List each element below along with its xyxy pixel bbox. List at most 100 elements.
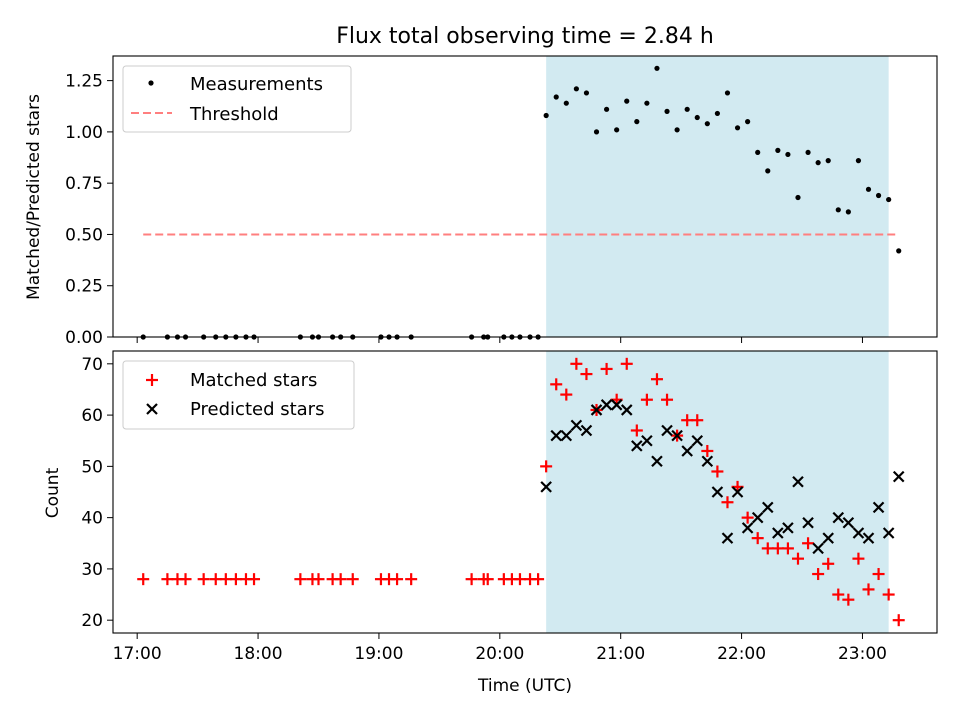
legend-measurements-label: Measurements: [190, 74, 323, 95]
matched-star-point: [179, 573, 192, 586]
predicted-star-point: [882, 527, 895, 539]
matched-star-point: [334, 573, 347, 586]
predicted-star-point: [761, 501, 774, 514]
top-legend-frame: [122, 65, 352, 133]
measurement-point: [654, 65, 660, 71]
matched-star-point: [832, 588, 845, 601]
matched-star-point: [161, 573, 174, 586]
predicted-star-point: [772, 527, 784, 539]
measurement-point: [714, 110, 721, 117]
predicted-star-point: [651, 455, 663, 468]
matched-star-point: [550, 378, 563, 391]
matched-star-point: [681, 414, 694, 427]
bottom-legend-frame: [122, 360, 355, 430]
legend-matched-marker: [146, 374, 158, 386]
x-tick-label: 20:00: [475, 644, 524, 664]
matched-star-point: [751, 532, 764, 545]
predicted-star-point: [892, 470, 905, 483]
y-tick-label: 0.25: [65, 277, 103, 297]
predicted-star-point: [691, 434, 704, 447]
bottom-panel: 20 30 40 50 60 70 17:00 18:00 19:00 20:00 21:00 22…: [43, 350, 938, 696]
measurement-point: [845, 209, 851, 215]
matched-star-point: [560, 388, 573, 401]
predicted-star-point: [631, 440, 643, 452]
measurement-point: [674, 127, 680, 133]
matched-star-point: [312, 573, 325, 586]
measurement-point: [603, 106, 610, 112]
measurement-point: [583, 90, 590, 96]
matched-star-point: [812, 568, 825, 581]
matched-star-point: [872, 568, 885, 581]
matched-star-point: [229, 573, 242, 586]
matched-star-point: [630, 424, 643, 437]
matched-star-point: [781, 542, 794, 555]
measurement-point: [835, 207, 841, 213]
measurement-point: [684, 106, 690, 112]
measurement-point: [865, 186, 872, 192]
predicted-star-point: [641, 434, 653, 447]
legend-matched-label: Matched stars: [190, 370, 317, 391]
predicted-star-point: [600, 399, 613, 411]
predicted-star-point: [792, 475, 804, 488]
measurement-point: [745, 119, 751, 125]
matched-star-point: [640, 393, 653, 406]
measurement-point: [593, 129, 600, 135]
matched-star-point: [701, 444, 714, 457]
measurement-point: [563, 100, 569, 106]
x-tick-label: 17:00: [113, 644, 162, 664]
matched-star-point: [580, 368, 593, 381]
matched-star-point: [540, 460, 553, 473]
matched-star-point: [802, 537, 815, 550]
y-tick-label: 1.00: [65, 123, 103, 143]
x-tick-label: 23:00: [838, 644, 887, 664]
matched-star-point: [197, 573, 210, 586]
bottom-plot-frame: [112, 350, 938, 634]
measurement-point: [573, 86, 579, 92]
predicted-star-point: [711, 486, 724, 498]
measurement-point: [614, 127, 620, 133]
predicted-star-point: [862, 532, 875, 544]
predicted-star-point: [701, 455, 714, 468]
y-tick-label: 0.75: [65, 174, 103, 194]
measurement-point: [785, 151, 791, 158]
matched-star-point: [822, 557, 835, 570]
predicted-star-point: [731, 486, 744, 498]
measurement-point: [724, 90, 731, 96]
measurement-point: [825, 158, 831, 164]
observing-window-shade: [546, 56, 889, 337]
x-tick-label: 19:00: [354, 644, 403, 664]
measurement-point: [795, 194, 801, 201]
predicted-star-point: [560, 429, 573, 442]
matched-star-point: [137, 573, 150, 586]
matched-star-point: [481, 573, 494, 586]
measurement-point: [855, 158, 862, 164]
chart-title: Flux total observing time = 2.84 h: [336, 24, 714, 49]
predicted-star-point: [822, 532, 834, 544]
measurement-point: [805, 149, 811, 156]
predicted-star-point: [671, 429, 683, 442]
matched-star-point: [711, 465, 724, 478]
measurement-point: [634, 119, 640, 125]
matched-star-point: [771, 542, 784, 555]
y-tick-label: 30: [81, 560, 103, 580]
predicted-star-point: [751, 511, 764, 524]
x-axis-label: Time (UTC): [477, 676, 572, 696]
x-tick-label: 21:00: [596, 644, 645, 664]
measurement-point: [694, 114, 700, 121]
measurement-point: [896, 248, 902, 254]
y-tick-label: 70: [81, 355, 103, 375]
x-tick-label: 18:00: [234, 644, 283, 664]
matched-star-point: [405, 573, 418, 586]
measurement-point: [886, 196, 892, 203]
top-y-axis-label: Matched/Predicted stars: [24, 94, 44, 300]
legend-measurements-marker: [148, 80, 154, 86]
measurement-point: [644, 100, 650, 106]
matched-star-point: [219, 573, 232, 586]
matched-star-point: [465, 573, 478, 586]
matched-star-point: [391, 573, 404, 586]
legend-predicted-marker: [146, 403, 158, 415]
predicted-star-point: [590, 404, 603, 416]
matched-star-point: [842, 593, 855, 606]
y-tick-label: 1.25: [65, 72, 103, 92]
